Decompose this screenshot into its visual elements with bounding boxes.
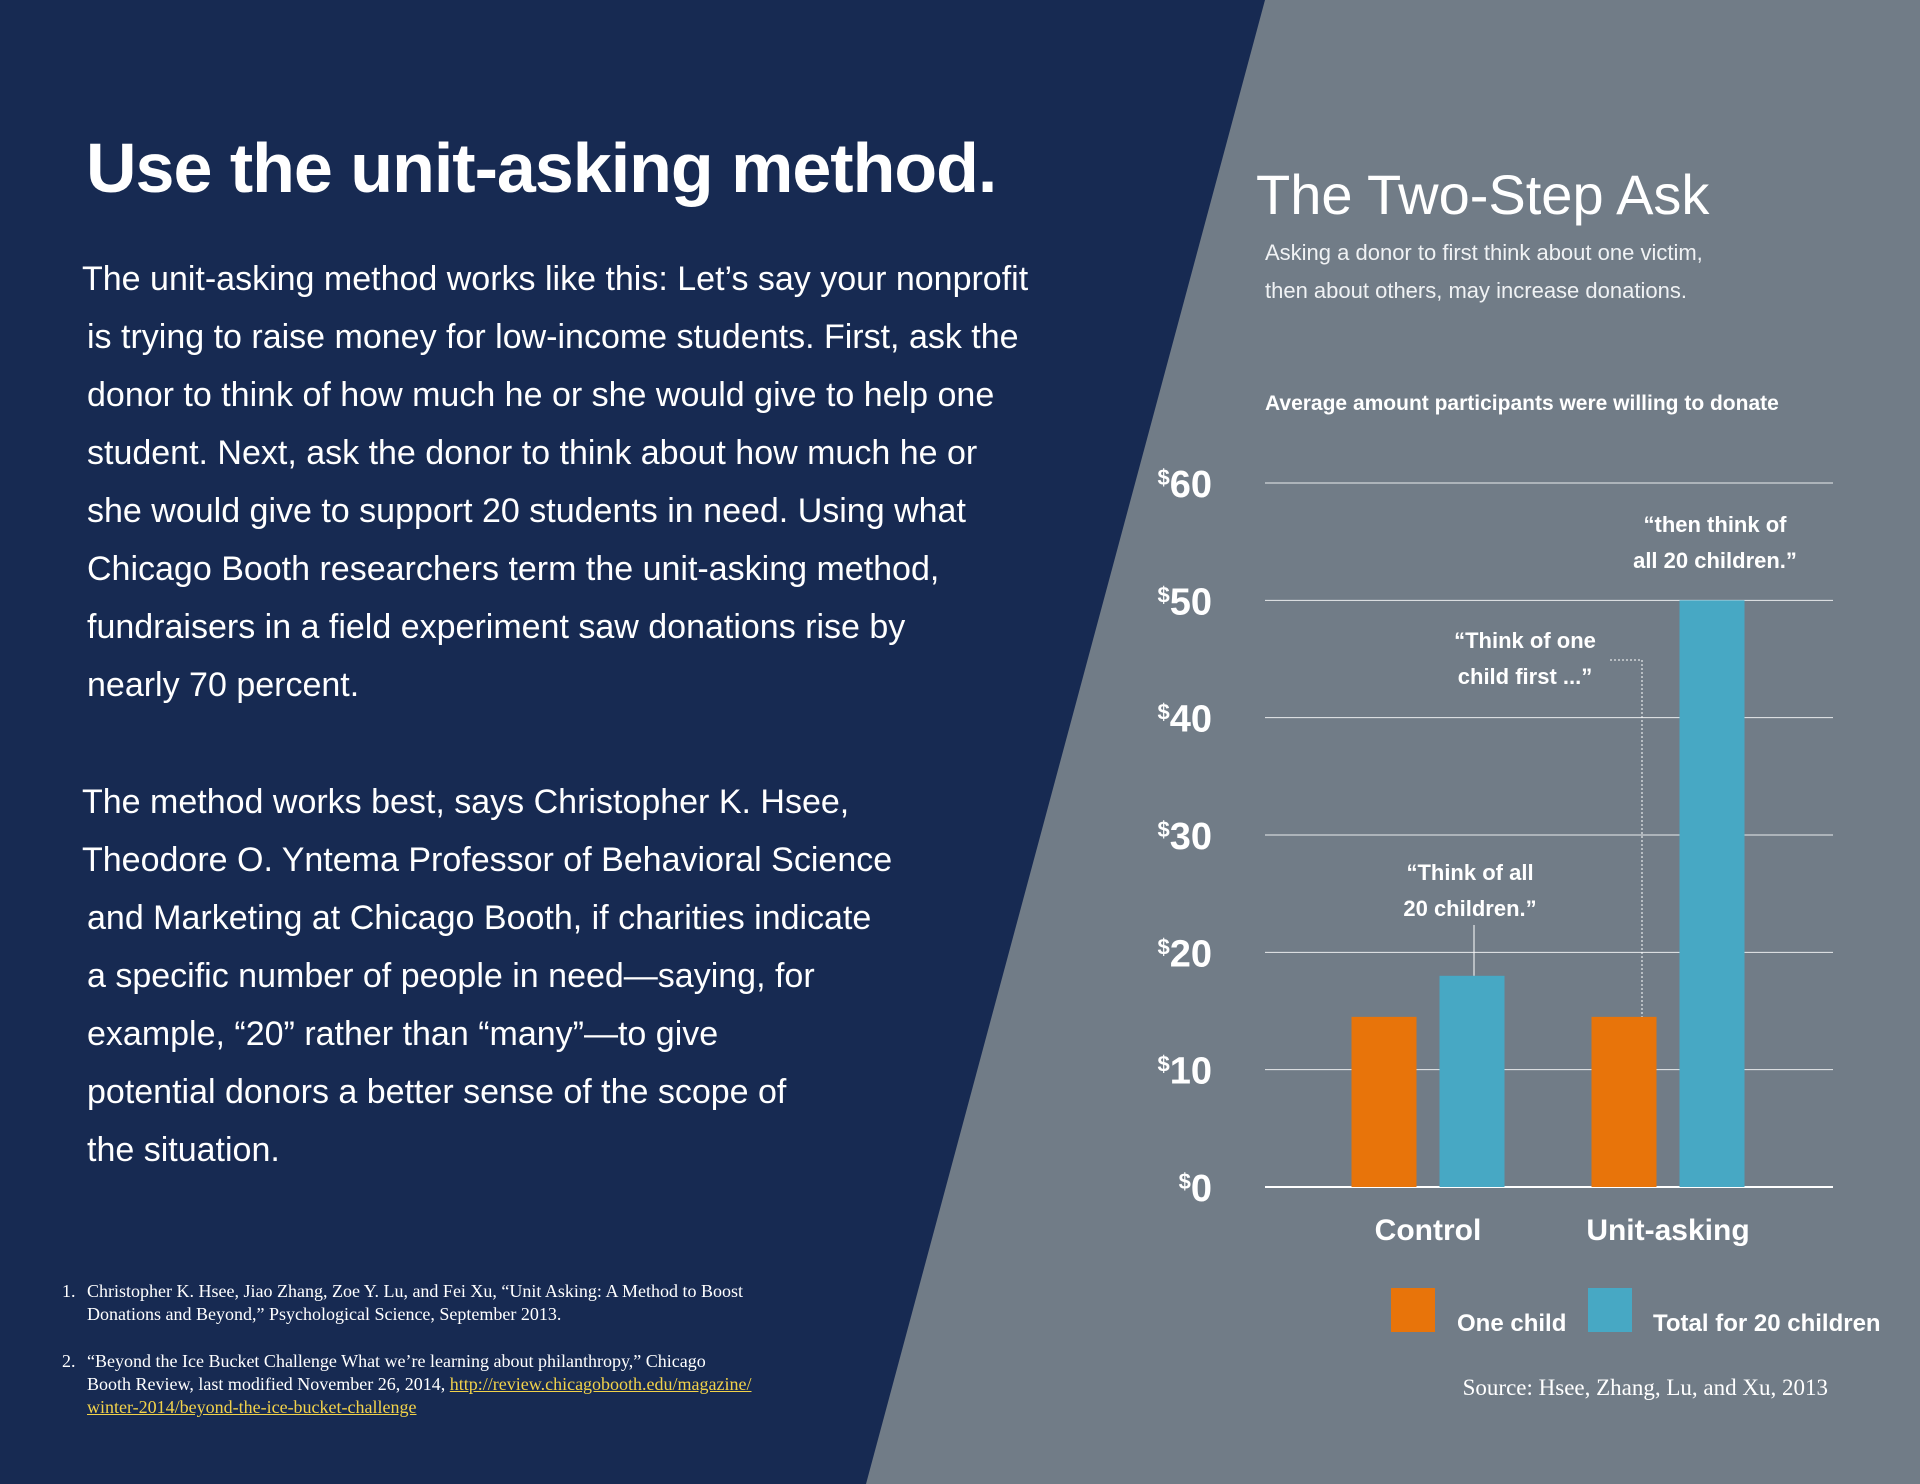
legend-swatch	[1391, 1288, 1435, 1332]
y-tick-label: $10	[1157, 1051, 1212, 1093]
y-tick-label: $0	[1179, 1168, 1212, 1210]
y-tick-label: $60	[1157, 464, 1212, 506]
para1-line: is trying to raise money for low-income …	[87, 318, 1019, 356]
para2-line: example, “20” rather than “many”—to give	[87, 1015, 719, 1053]
legend-label: Total for 20 children	[1653, 1310, 1881, 1337]
reference-link[interactable]: http://review.chicagobooth.edu/magazine/	[449, 1374, 752, 1394]
para1-line: she would give to support 20 students in…	[87, 492, 966, 530]
annotation-text: “Think of one	[1454, 628, 1596, 653]
reference-line: Booth Review, last modified November 26,…	[87, 1373, 822, 1396]
para1-line: The unit-asking method works like this: …	[82, 260, 1029, 298]
annotation-leader	[1610, 659, 1643, 1017]
bar-total-for-20-children	[1679, 600, 1745, 1187]
y-tick-label: $30	[1157, 816, 1212, 858]
reference-number: 2.	[62, 1351, 76, 1371]
reference-link[interactable]: winter-2014/beyond-the-ice-bucket-challe…	[87, 1397, 417, 1417]
chart-source: Source: Hsee, Zhang, Lu, and Xu, 2013	[1462, 1375, 1828, 1400]
annotation-text: child first ...”	[1458, 664, 1592, 689]
bar-one-child	[1351, 1016, 1417, 1187]
x-category-label: Control	[1375, 1214, 1482, 1247]
para1-line: fundraisers in a field experiment saw do…	[87, 608, 906, 646]
annotation-text: all 20 children.”	[1633, 548, 1797, 573]
reference-line: winter-2014/beyond-the-ice-bucket-challe…	[87, 1396, 822, 1419]
para2-line: The method works best, says Christopher …	[82, 783, 850, 821]
para1-line: nearly 70 percent.	[87, 666, 360, 704]
bar-one-child	[1591, 1016, 1657, 1187]
para2-line: potential donors a better sense of the s…	[87, 1073, 787, 1111]
reference-item: 2. “Beyond the Ice Bucket Challenge What…	[62, 1350, 822, 1419]
page-heading: Use the unit-asking method.	[86, 129, 997, 207]
body-paragraph-2: The method works best, says Christopher …	[82, 773, 1072, 1179]
y-tick-label: $20	[1157, 933, 1212, 975]
reference-number: 1.	[62, 1281, 76, 1301]
para2-line: a specific number of people in need—sayi…	[87, 957, 815, 995]
legend-swatch	[1588, 1288, 1632, 1332]
references-list: 1. Christopher K. Hsee, Jiao Zhang, Zoe …	[62, 1280, 822, 1443]
para2-line: and Marketing at Chicago Booth, if chari…	[87, 899, 872, 937]
body-paragraph-1: The unit-asking method works like this: …	[82, 250, 1072, 714]
para1-line: student. Next, ask the donor to think ab…	[87, 434, 978, 472]
para2-line: the situation.	[87, 1131, 280, 1169]
reference-line: Donations and Beyond,” Psychological Sci…	[87, 1304, 562, 1324]
para1-line: donor to think of how much he or she wou…	[87, 376, 995, 414]
y-tick-label: $40	[1157, 699, 1212, 741]
bar-total-for-20-children	[1439, 975, 1505, 1187]
y-tick-label: $50	[1157, 581, 1212, 623]
chart-subtitle-line: Asking a donor to first think about one …	[1265, 240, 1703, 265]
chart-title: The Two-Step Ask	[1256, 163, 1710, 226]
x-category-label: Unit-asking	[1586, 1214, 1749, 1247]
chart-y-axis-label: Average amount participants were willing…	[1265, 392, 1779, 415]
reference-line: Christopher K. Hsee, Jiao Zhang, Zoe Y. …	[87, 1281, 743, 1301]
para1-line: Chicago Booth researchers term the unit-…	[87, 550, 940, 588]
chart-subtitle-line: then about others, may increase donation…	[1265, 278, 1687, 303]
reference-line: “Beyond the Ice Bucket Challenge What we…	[87, 1351, 706, 1371]
legend-label: One child	[1457, 1310, 1566, 1337]
reference-text: Booth Review, last modified November 26,…	[87, 1374, 450, 1394]
annotation-text: 20 children.”	[1403, 896, 1536, 921]
para2-line: Theodore O. Yntema Professor of Behavior…	[82, 841, 893, 879]
annotation-text: “Think of all	[1406, 860, 1533, 885]
annotation-text: “then think of	[1644, 512, 1788, 537]
reference-item: 1. Christopher K. Hsee, Jiao Zhang, Zoe …	[62, 1280, 822, 1326]
